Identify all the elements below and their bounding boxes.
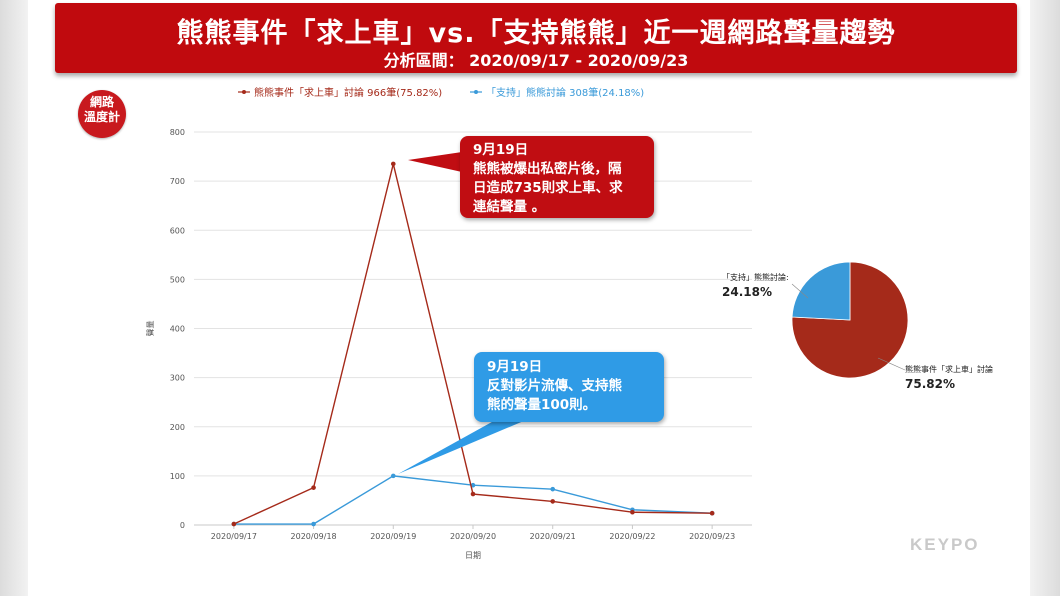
y-tick-label: 300 bbox=[170, 374, 185, 383]
data-point-red[interactable] bbox=[231, 521, 237, 527]
left-margin bbox=[0, 0, 28, 596]
keypo-watermark: KEYPO bbox=[910, 535, 980, 554]
y-tick-label: 0 bbox=[180, 521, 185, 530]
line-series bbox=[231, 161, 715, 527]
x-tick-label: 2020/09/17 bbox=[211, 532, 257, 541]
callout-red-line4: 連結聲量 。 bbox=[473, 198, 545, 215]
legend-label-red: 熊熊事件「求上車」討論 966筆(75.82%) bbox=[254, 86, 442, 99]
callout-blue: 9月19日 反對影片流傳、支持熊 熊的聲量100則。 bbox=[398, 352, 664, 474]
title-banner: 熊熊事件「求上車」vs.「支持熊熊」近一週網路聲量趨勢 分析區間： 2020/0… bbox=[55, 3, 1017, 73]
data-point-red[interactable] bbox=[311, 485, 316, 490]
callout-red-line2: 熊熊被爆出私密片後，隔 bbox=[473, 160, 622, 177]
pie-pct-red: 75.82% bbox=[905, 377, 955, 391]
legend-label-blue: 「支持」熊熊討論 308筆(24.18%) bbox=[486, 86, 644, 99]
x-tick-label: 2020/09/21 bbox=[530, 532, 576, 541]
x-tick-label: 2020/09/23 bbox=[689, 532, 735, 541]
y-tick-label: 700 bbox=[170, 177, 185, 186]
legend-marker-red bbox=[242, 90, 246, 94]
data-point-red[interactable] bbox=[470, 491, 476, 497]
x-axis-ticks: 2020/09/17 2020/09/18 2020/09/19 2020/09/20… bbox=[211, 525, 735, 541]
y-tick-label: 400 bbox=[170, 325, 185, 334]
right-margin bbox=[1030, 0, 1060, 596]
legend: 熊熊事件「求上車」討論 966筆(75.82%) 「支持」熊熊討論 308筆(2… bbox=[238, 86, 644, 99]
x-tick-label: 2020/09/19 bbox=[370, 532, 416, 541]
data-point-blue[interactable] bbox=[311, 521, 316, 527]
data-point-red[interactable] bbox=[630, 509, 635, 515]
logo-line2: 溫度計 bbox=[83, 110, 120, 124]
data-point-red[interactable] bbox=[709, 510, 715, 516]
y-tick-label: 500 bbox=[170, 275, 185, 284]
data-point-blue[interactable] bbox=[390, 473, 396, 479]
callout-red: 9月19日 熊熊被爆出私密片後，隔 日造成735則求上車、求 連結聲量 。 bbox=[408, 136, 654, 218]
pie-slice-blue[interactable] bbox=[791, 261, 851, 321]
legend-item-blue[interactable]: 「支持」熊熊討論 308筆(24.18%) bbox=[470, 86, 644, 99]
x-tick-label: 2020/09/22 bbox=[609, 532, 655, 541]
pie-label-red: 熊熊事件「求上車」討論 bbox=[905, 364, 993, 374]
y-tick-label: 200 bbox=[170, 423, 185, 432]
data-point-blue[interactable] bbox=[550, 486, 556, 492]
pie-leader-red bbox=[877, 357, 906, 371]
page-subtitle: 分析區間： 2020/09/17 - 2020/09/23 bbox=[383, 51, 689, 70]
y-tick-label: 100 bbox=[170, 472, 185, 481]
logo-line1: 網路 bbox=[89, 95, 114, 109]
callout-red-line3: 日造成735則求上車、求 bbox=[473, 179, 623, 196]
y-axis-label: 聲量 bbox=[146, 321, 155, 337]
x-tick-label: 2020/09/20 bbox=[450, 532, 496, 541]
x-tick-label: 2020/09/18 bbox=[291, 532, 337, 541]
y-tick-label: 600 bbox=[170, 226, 185, 235]
callout-blue-date: 9月19日 bbox=[487, 359, 542, 375]
callout-blue-line2: 反對影片流傳、支持熊 bbox=[487, 377, 622, 394]
data-point-red[interactable] bbox=[550, 499, 556, 504]
data-point-red[interactable] bbox=[390, 161, 396, 167]
legend-item-red[interactable]: 熊熊事件「求上車」討論 966筆(75.82%) bbox=[238, 86, 442, 99]
pie-pct-blue: 24.18% bbox=[722, 285, 772, 299]
callout-red-date: 9月19日 bbox=[473, 142, 528, 158]
pie-chart bbox=[791, 261, 909, 379]
pie-label-blue: 「支持」熊熊討論: bbox=[722, 272, 789, 282]
pie-leader-blue bbox=[791, 283, 809, 299]
callout-blue-line3: 熊的聲量100則。 bbox=[487, 396, 596, 413]
legend-marker-blue bbox=[474, 90, 478, 94]
y-axis-ticks: 0 100 200 300 400 500 600 700 800 bbox=[170, 128, 185, 530]
page-title: 熊熊事件「求上車」vs.「支持熊熊」近一週網路聲量趨勢 bbox=[176, 18, 896, 49]
y-tick-label: 800 bbox=[170, 128, 185, 137]
x-axis-label: 日期 bbox=[465, 551, 481, 560]
network-thermometer-logo: 網路 溫度計 bbox=[78, 90, 126, 138]
